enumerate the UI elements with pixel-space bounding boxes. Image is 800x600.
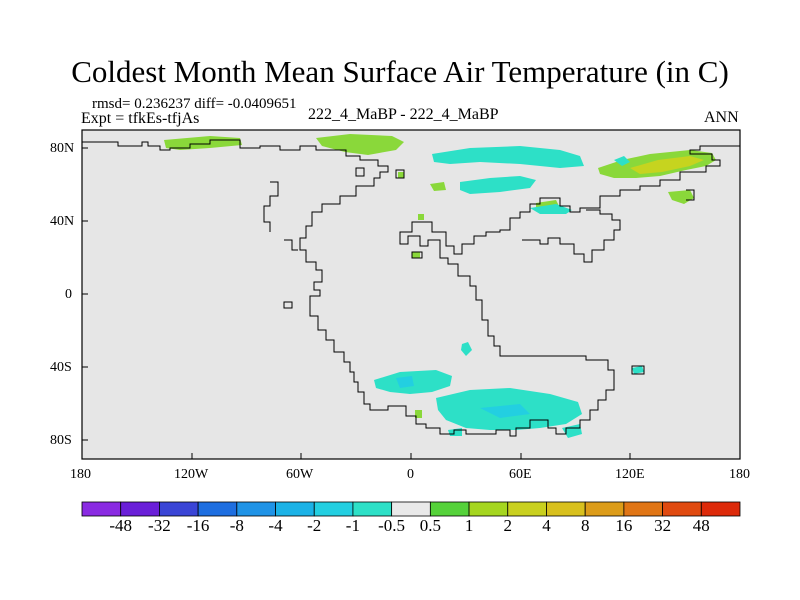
y-tick-label: 80N bbox=[50, 141, 75, 156]
y-tick-label: 80S bbox=[50, 433, 72, 448]
colorbar-label: 0.5 bbox=[419, 516, 442, 535]
colorbar-label: -48 bbox=[109, 516, 133, 535]
coastline bbox=[82, 139, 740, 437]
x-tick-label: 60E bbox=[509, 467, 532, 482]
colorbar-swatch bbox=[507, 501, 547, 517]
coastlines bbox=[82, 139, 740, 437]
colorbar-swatch bbox=[700, 501, 741, 517]
colorbar-label: 8 bbox=[580, 516, 590, 535]
x-tick-label: 0 bbox=[407, 467, 414, 482]
colorbar-swatch bbox=[159, 501, 199, 517]
coastline bbox=[411, 251, 423, 259]
colorbar-label: 4 bbox=[542, 516, 551, 535]
colorbar-swatch bbox=[120, 501, 160, 517]
x-tick-label: 180 bbox=[729, 467, 750, 482]
colorbar-swatch bbox=[662, 501, 702, 517]
x-tick-label: 60W bbox=[286, 467, 314, 482]
colorbar-swatch bbox=[275, 501, 315, 517]
season-label: ANN bbox=[704, 109, 739, 126]
coastline bbox=[283, 301, 293, 309]
positive-anomaly-region bbox=[412, 252, 420, 258]
y-tick-label: 40S bbox=[50, 360, 72, 375]
colorbar-swatch bbox=[81, 501, 122, 517]
negative-anomaly-region bbox=[396, 376, 414, 388]
y-tick-label: 40N bbox=[50, 214, 75, 229]
map-title: Coldest Month Mean Surface Air Temperatu… bbox=[71, 54, 729, 89]
colorbar-label: 48 bbox=[692, 516, 710, 535]
colorbar-label: 1 bbox=[464, 516, 474, 535]
colorbar-label: -8 bbox=[229, 516, 244, 535]
map-background bbox=[82, 130, 740, 459]
colorbar-swatch bbox=[313, 501, 354, 517]
coastline bbox=[631, 365, 645, 375]
x-tick-label: 120E bbox=[615, 467, 645, 482]
coastline bbox=[284, 239, 298, 251]
colorbar-label: -4 bbox=[268, 516, 283, 535]
colorbar-label: 2 bbox=[503, 516, 513, 535]
positive-anomaly-region bbox=[418, 214, 424, 220]
positive-anomaly-region bbox=[430, 182, 446, 191]
coastline bbox=[263, 181, 279, 232]
coastline bbox=[355, 167, 365, 177]
positive-anomaly-region bbox=[415, 410, 422, 418]
colorbar-swatch bbox=[429, 501, 470, 517]
x-tick-label: 120W bbox=[174, 467, 209, 482]
colorbar-swatch bbox=[623, 501, 663, 517]
negative-anomaly-region bbox=[480, 404, 530, 418]
colorbar-label: -16 bbox=[186, 516, 210, 535]
colorbar-label: -2 bbox=[307, 516, 322, 535]
x-tick-label: 180 bbox=[70, 467, 91, 482]
experiment-label: Expt = tfkEs-tfjAs bbox=[81, 110, 200, 127]
negative-anomaly-region bbox=[432, 146, 584, 168]
colorbar-swatch bbox=[352, 501, 393, 517]
colorbar-label: -32 bbox=[148, 516, 171, 535]
colorbar-swatch bbox=[197, 501, 238, 517]
negative-anomaly-region bbox=[632, 366, 644, 374]
colorbar-swatch bbox=[546, 501, 586, 517]
center-label: 222_4_MaBP - 222_4_MaBP bbox=[308, 106, 499, 123]
colorbar-label: 16 bbox=[615, 516, 633, 535]
coastline bbox=[395, 169, 405, 179]
coastline bbox=[686, 189, 695, 201]
negative-anomaly-region bbox=[460, 176, 536, 194]
rmsd-diff-label: rmsd= 0.236237 diff= -0.0409651 bbox=[92, 96, 297, 112]
colorbar-swatch bbox=[391, 501, 431, 517]
negative-anomaly-region bbox=[461, 342, 472, 356]
axis-ticks bbox=[81, 147, 741, 459]
colorbar-label: -1 bbox=[345, 516, 360, 535]
colorbar-swatch bbox=[584, 501, 625, 517]
negative-anomaly-region bbox=[614, 156, 630, 166]
colorbar bbox=[81, 501, 741, 517]
colorbar-label: -0.5 bbox=[378, 516, 406, 535]
coastline bbox=[522, 209, 621, 263]
positive-anomaly-region bbox=[630, 156, 704, 174]
colorbar-swatch bbox=[468, 501, 509, 517]
colorbar-swatch bbox=[236, 501, 276, 517]
y-tick-label: 0 bbox=[65, 287, 72, 302]
positive-anomaly-region bbox=[398, 172, 404, 178]
colorbar-label: 32 bbox=[654, 516, 672, 535]
